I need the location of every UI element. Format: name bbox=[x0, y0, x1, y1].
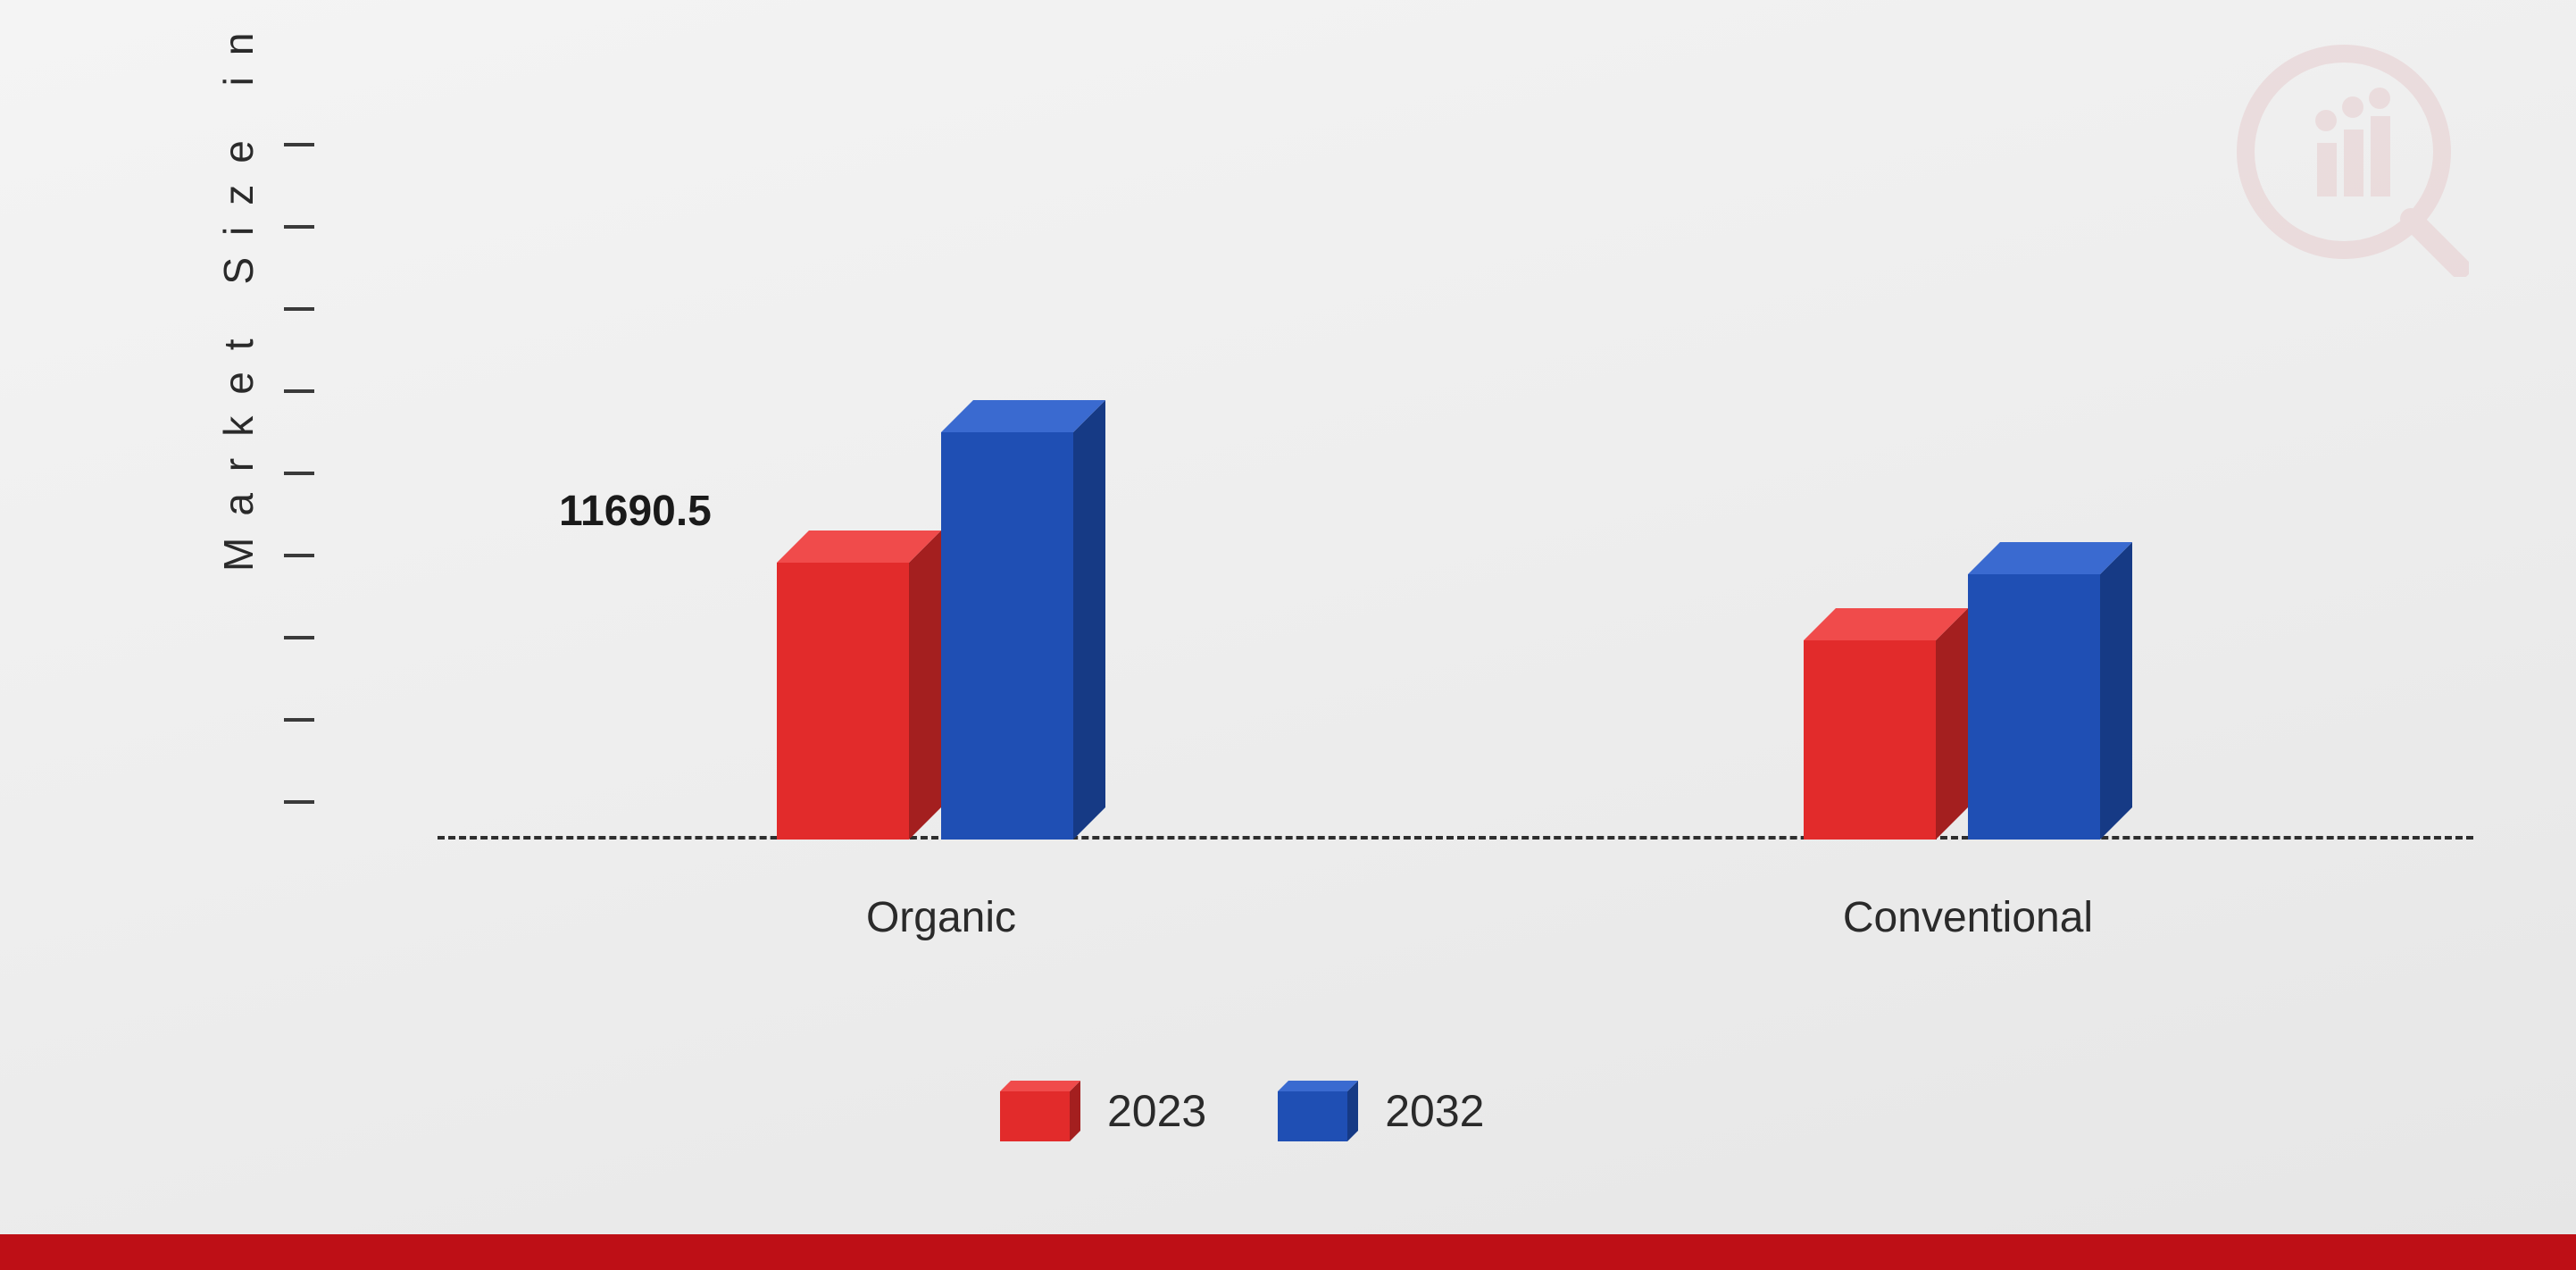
y-tick bbox=[284, 472, 314, 475]
y-tick bbox=[284, 307, 314, 311]
category-label-conventional: Conventional bbox=[1789, 893, 2147, 942]
legend-item-y2032: 2032 bbox=[1278, 1081, 1484, 1141]
y-tick bbox=[284, 800, 314, 804]
bar-group-conventional bbox=[1804, 542, 2132, 840]
bar-conventional-y2023 bbox=[1804, 608, 1968, 840]
chart-page: Market Size in USD Mn 11690.5 Organic Con… bbox=[0, 0, 2576, 1270]
bar-organic-y2023 bbox=[777, 531, 941, 840]
footer-accent-bar bbox=[0, 1234, 2576, 1270]
y-tick bbox=[284, 389, 314, 393]
y-tick bbox=[284, 143, 314, 146]
x-axis-line bbox=[438, 836, 2473, 840]
legend-swatch-icon bbox=[1278, 1081, 1358, 1141]
legend-item-y2023: 2023 bbox=[1000, 1081, 1206, 1141]
bar-conventional-y2032 bbox=[1968, 542, 2132, 840]
y-tick bbox=[284, 636, 314, 639]
bar-value-label: 11690.5 bbox=[559, 487, 712, 536]
category-label-organic: Organic bbox=[763, 893, 1120, 942]
legend-swatch-icon bbox=[1000, 1081, 1080, 1141]
y-tick bbox=[284, 225, 314, 229]
y-axis-label: Market Size in USD Mn bbox=[214, 0, 263, 572]
y-tick bbox=[284, 718, 314, 722]
legend-label: 2023 bbox=[1107, 1085, 1206, 1137]
y-tick bbox=[284, 554, 314, 557]
bar-group-organic bbox=[777, 400, 1105, 840]
legend-label: 2032 bbox=[1385, 1085, 1484, 1137]
legend: 2023 2032 bbox=[1000, 1081, 1484, 1141]
bar-organic-y2032 bbox=[941, 400, 1105, 840]
plot-area: 11690.5 bbox=[438, 134, 2473, 840]
